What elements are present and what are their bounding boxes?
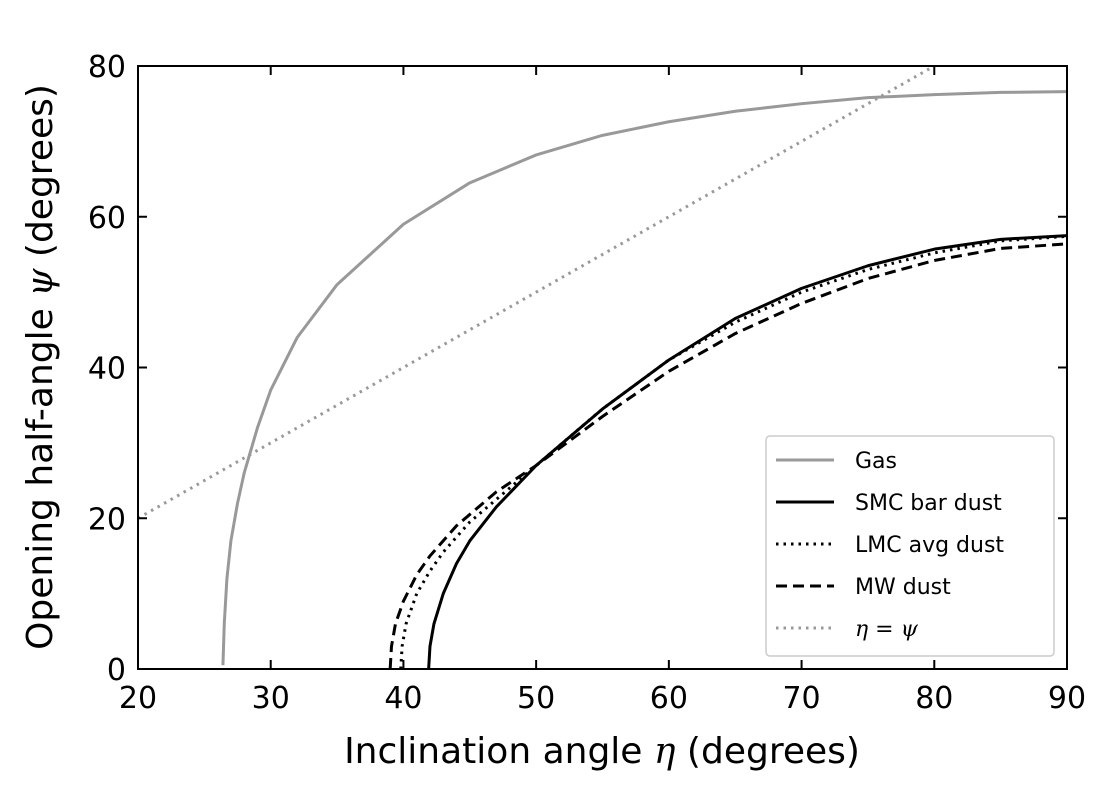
x-axis-label: Inclination angle η (degrees) [344,731,860,772]
series-layer [138,66,1067,669]
legend-label: LMC avg dust [855,533,1004,558]
y-tick-label: 0 [107,653,126,688]
legend-label: MW dust [855,575,951,600]
x-tick-label: 90 [1048,681,1086,716]
y-tick-label: 20 [88,502,126,537]
y-axis-symbol: ψ [20,268,61,297]
legend-label: Gas [855,449,897,474]
y-tick-label: 40 [88,352,126,387]
legend-box [765,435,1055,657]
y-tick-label: 60 [88,201,126,236]
legend-item-eta-equals-psi: η = ψ [776,617,919,642]
x-tick-label: 70 [782,681,820,716]
legend-item-mw-dust: MW dust [776,575,951,600]
x-axis-symbol: η [654,731,676,772]
legend-item-lmc-avg-dust: LMC avg dust [776,533,1004,558]
legend: Gas SMC bar dust LMC avg dust MW dust η = ψ [765,435,1055,657]
legend-label: SMC bar dust [855,491,1002,516]
series-line-eta-equals-psi [138,66,936,520]
x-tick-label: 20 [119,681,157,716]
legend-item-smc-bar-dust: SMC bar dust [776,491,1002,516]
series-line-gas [221,90,1067,666]
x-tick-label: 40 [384,681,422,716]
y-tick-label: 80 [88,50,126,85]
series-line-smc-bar-dust [427,234,1067,669]
x-tick-label: 60 [650,681,688,716]
x-tick-label: 30 [252,681,290,716]
x-tick-label: 50 [517,681,555,716]
legend-item-gas: Gas [776,449,897,474]
x-tick-label: 80 [915,681,953,716]
legend-items: Gas SMC bar dust LMC avg dust MW dust η = ψ [776,449,1004,642]
y-axis-label: Opening half-angle ψ (degrees) [20,84,61,650]
series-line-mw-dust [388,242,1067,669]
legend-label: η = ψ [855,617,919,642]
